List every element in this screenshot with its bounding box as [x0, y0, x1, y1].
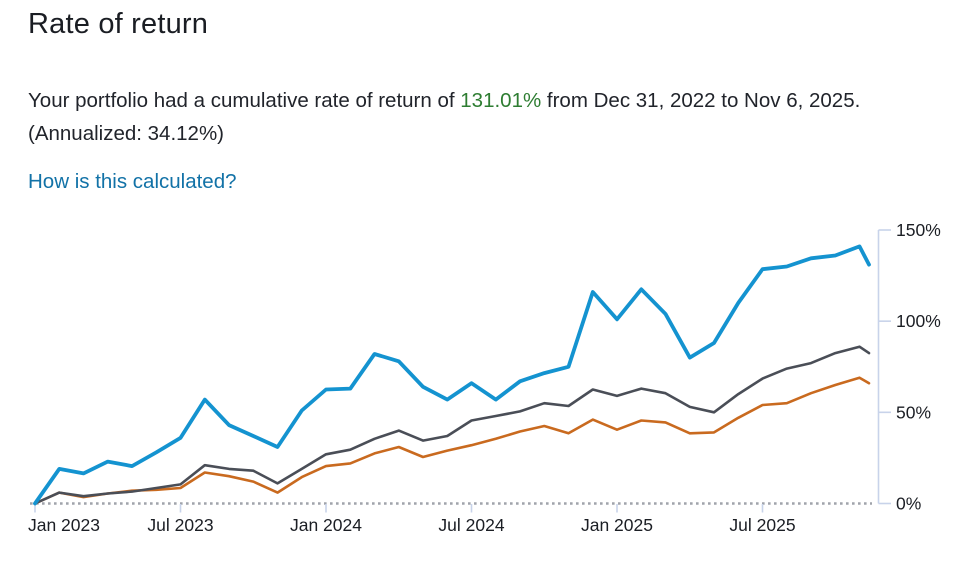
page-title: Rate of return — [28, 8, 209, 40]
x-tick-label: Jan 2023 — [28, 515, 100, 535]
y-tick-label: 150% — [896, 220, 941, 240]
x-tick-label: Jan 2025 — [581, 515, 653, 535]
y-tick-label: 100% — [896, 311, 941, 331]
y-tick-label: 50% — [896, 402, 931, 422]
series-line-portfolio — [33, 244, 871, 506]
x-tick-label: Jul 2023 — [147, 515, 213, 535]
series-line-benchmark-orange — [33, 376, 871, 505]
summary-prefix: Your portfolio had a cumulative rate of … — [28, 89, 461, 112]
x-tick-label: Jul 2025 — [729, 515, 795, 535]
y-tick-label: 0% — [896, 494, 921, 514]
summary-suffix: from Dec 31, 2022 to Nov 6, 2025. (Annua… — [28, 89, 861, 145]
series-line-benchmark-dark-gray — [33, 345, 871, 505]
cumulative-return-value: 131.01% — [460, 89, 542, 112]
summary-text: Your portfolio had a cumulative rate of … — [28, 84, 938, 150]
how-is-this-calculated-link[interactable]: How is this calculated? — [28, 170, 237, 193]
x-tick-label: Jan 2024 — [290, 515, 362, 535]
x-tick-label: Jul 2024 — [438, 515, 504, 535]
